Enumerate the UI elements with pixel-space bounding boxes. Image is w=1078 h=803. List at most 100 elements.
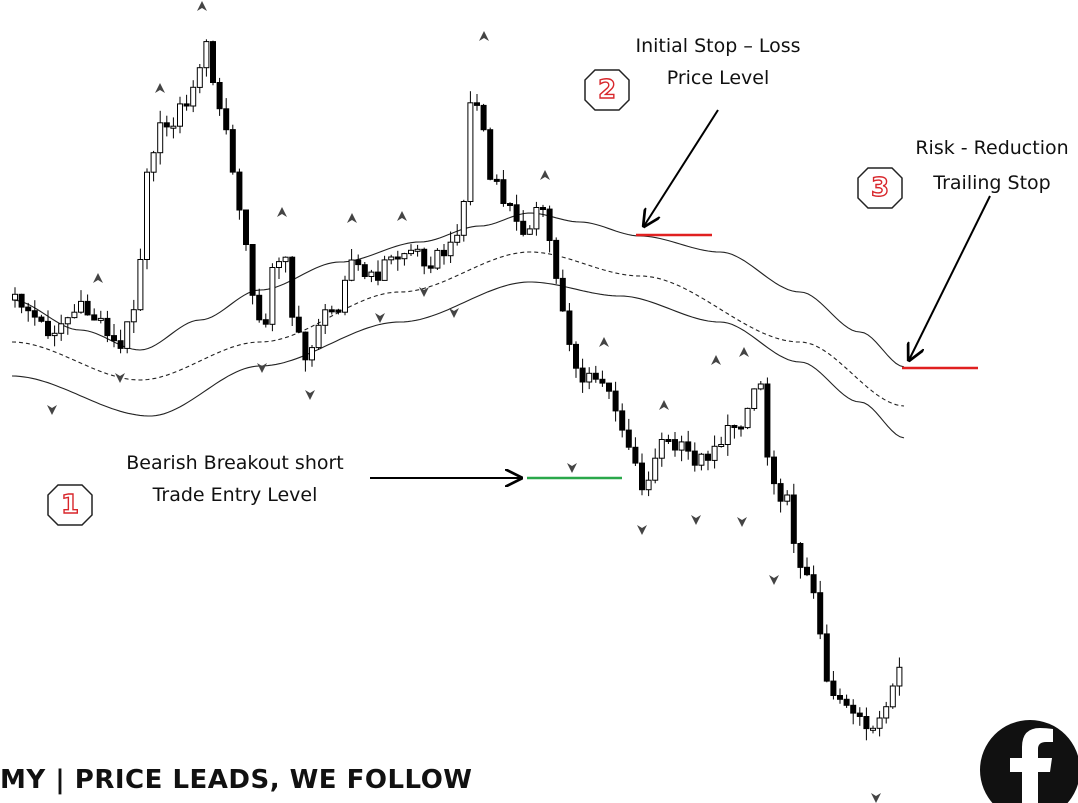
annotation-text: Price Level (667, 67, 770, 89)
candle-body (823, 633, 830, 682)
fractals (47, 1, 881, 803)
candle-body (375, 271, 381, 281)
fractal-down (47, 405, 57, 415)
candle-body (163, 122, 170, 128)
badge-number: 3 (871, 173, 889, 203)
candle-body (705, 453, 711, 461)
fractal-up (277, 207, 287, 217)
candle-body (31, 310, 38, 318)
candle-body (771, 456, 777, 485)
candle-body (784, 494, 791, 502)
candle-body (454, 234, 461, 243)
candle-body (322, 309, 329, 326)
candle-body (777, 483, 784, 502)
candle-body (513, 204, 520, 222)
candle-body (612, 390, 619, 412)
candle-body (658, 439, 665, 459)
candle-body (533, 207, 540, 230)
footer: MY | PRICE LEADS, WE FOLLOW (0, 765, 472, 795)
candle-body (850, 704, 857, 714)
candle-body (71, 311, 78, 319)
fractal-up (659, 400, 669, 410)
candle-body (91, 314, 98, 321)
candle-body (606, 382, 612, 392)
candle-body (315, 324, 322, 349)
candle-body (566, 310, 573, 345)
candle-body (711, 445, 718, 461)
candle-body (144, 171, 150, 260)
candle-body (256, 294, 263, 321)
candle-body (302, 331, 309, 361)
candle-body (837, 695, 843, 700)
fractal-up (397, 211, 407, 221)
badge-number: 1 (61, 490, 79, 520)
candle-body (559, 277, 566, 312)
candle-body (282, 256, 289, 263)
badge-number: 2 (598, 75, 616, 105)
candle-body (427, 265, 434, 269)
candle-body (394, 256, 401, 260)
candle-body (678, 441, 685, 451)
annotation-text: Trailing Stop (932, 172, 1050, 194)
annotation-text: Risk - Reduction (915, 137, 1068, 159)
candle-body (328, 309, 335, 313)
candles (12, 39, 903, 741)
candle-body (45, 320, 51, 337)
fractal-up (479, 31, 489, 41)
candle-body (817, 592, 824, 635)
band-line (11, 251, 905, 407)
candle-body (104, 317, 111, 337)
candle-body (381, 259, 388, 281)
candle-body (724, 425, 731, 445)
candle-body (467, 102, 474, 202)
candle-body (830, 680, 837, 696)
badge (584, 69, 630, 111)
band-line (11, 281, 905, 439)
candle-body (863, 716, 870, 730)
facebook-icon (980, 720, 1078, 803)
candle-body (190, 86, 197, 107)
candle-body (348, 259, 355, 281)
annotation: 1 Bearish Breakout short Trade Entry Lev… (47, 452, 344, 526)
fractal-down (567, 463, 577, 473)
candle-body (368, 271, 375, 278)
candle-body (137, 259, 144, 311)
candle-body (487, 129, 494, 180)
candle-body (592, 372, 599, 380)
candle-body (685, 441, 692, 452)
fractal-up (155, 83, 165, 93)
fractal-up (599, 337, 609, 347)
candle-body (738, 426, 744, 430)
candle-body (698, 453, 705, 466)
candle-body (797, 543, 804, 568)
candle-body (210, 41, 216, 83)
candle-body (289, 256, 296, 318)
candle-body (236, 171, 243, 211)
candle-body (639, 462, 645, 491)
candle-body (460, 201, 467, 236)
badge (857, 167, 903, 209)
candle-body (355, 259, 362, 266)
annotation-text: Initial Stop – Loss (635, 35, 800, 57)
candle-body (51, 332, 58, 337)
candle-body (408, 249, 414, 255)
fractal-down (691, 515, 701, 525)
candle-body (691, 450, 698, 466)
arrow (909, 195, 991, 360)
annotation-text: Bearish Breakout short (126, 452, 344, 474)
candle-body (480, 104, 487, 131)
candle-body (843, 698, 850, 706)
candle-body (177, 103, 183, 127)
candle-body (586, 372, 593, 383)
candle-body (223, 108, 230, 131)
candle-body (25, 306, 32, 312)
candle-body (870, 727, 876, 731)
candle-body (632, 446, 639, 464)
candle-body (856, 712, 863, 717)
fractal-down (305, 390, 315, 400)
candle-body (804, 566, 810, 576)
fractal-down (871, 793, 881, 803)
candle-body (117, 340, 124, 349)
candle-body (507, 203, 513, 206)
